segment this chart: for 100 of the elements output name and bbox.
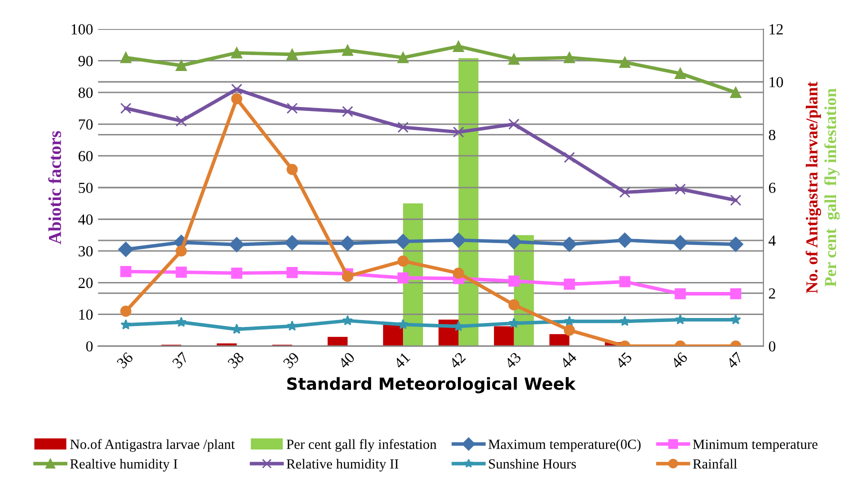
- point: [286, 164, 298, 176]
- point: [340, 236, 356, 251]
- bar: [494, 326, 514, 346]
- y2-tick-label: 4: [768, 236, 776, 246]
- point: [397, 52, 409, 64]
- point: [176, 316, 187, 327]
- point: [564, 278, 575, 290]
- y2-tick-label: 6: [768, 182, 776, 193]
- y-tick-label: 10: [79, 310, 93, 320]
- point: [453, 320, 464, 332]
- x-axis-title: Standard Meteorological Week: [287, 377, 576, 394]
- point: [342, 44, 354, 56]
- point: [564, 324, 575, 336]
- legend-label: Per cent gall fly infestation: [286, 439, 436, 452]
- point: [176, 60, 187, 72]
- point: [286, 102, 298, 114]
- point: [508, 299, 520, 310]
- x-tick-label: 39: [282, 352, 300, 369]
- x-tick-label: 46: [670, 352, 688, 370]
- point: [176, 115, 187, 127]
- legend-label: No.of Antigastra larvae /plant: [70, 439, 235, 452]
- point: [564, 52, 575, 64]
- x-tick-label: 38: [227, 352, 244, 369]
- point: [229, 237, 244, 252]
- text: No. of Antigastra larvae/plant: [806, 82, 822, 294]
- y-tick-label: 60: [78, 150, 93, 162]
- point: [730, 288, 742, 300]
- y-tick-label: 50: [78, 182, 93, 193]
- y-tick-label: 30: [78, 246, 93, 256]
- y-tick-label: 20: [78, 278, 93, 288]
- point: [120, 306, 132, 317]
- y-tick-label: 70: [78, 119, 93, 130]
- point: [118, 242, 134, 257]
- y-axis-title: Abiotic factors: [48, 131, 62, 244]
- x-tick-label: 45: [615, 352, 633, 370]
- point: [342, 106, 354, 118]
- point: [730, 314, 742, 324]
- point: [674, 288, 686, 300]
- point: [450, 232, 466, 248]
- y2-tick-label: 2: [768, 288, 776, 299]
- y2-tick-label: 10: [770, 77, 783, 88]
- point: [619, 56, 630, 68]
- point: [564, 152, 575, 163]
- point: [398, 318, 408, 330]
- x-tick-label: 41: [393, 352, 410, 370]
- point: [284, 235, 300, 250]
- point: [176, 266, 187, 278]
- point: [730, 194, 742, 206]
- bar: [549, 334, 570, 346]
- point: [619, 276, 630, 288]
- point: [452, 268, 464, 279]
- y-tick-label: 80: [78, 88, 93, 98]
- point: [452, 40, 464, 52]
- point: [562, 236, 577, 252]
- point: [286, 320, 298, 331]
- point: [674, 184, 686, 195]
- point: [120, 52, 132, 64]
- point: [231, 84, 242, 95]
- point: [508, 118, 520, 130]
- text: Per cent gall fly infestation: [824, 88, 840, 287]
- point: [730, 86, 742, 98]
- y-tick-label: 100: [72, 24, 93, 34]
- x-tick-label: 47: [726, 352, 744, 370]
- x-tick-label: 36: [116, 352, 134, 369]
- point: [508, 318, 520, 328]
- point: [342, 315, 353, 326]
- point: [397, 272, 409, 284]
- point: [620, 316, 630, 326]
- point: [231, 93, 242, 104]
- legend-label: Sunshine Hours: [488, 458, 576, 469]
- bar: [328, 336, 348, 346]
- point: [120, 319, 132, 330]
- point: [508, 276, 520, 287]
- x-tick-label: 37: [172, 352, 190, 369]
- point: [342, 270, 354, 282]
- point: [397, 256, 409, 267]
- point: [674, 314, 686, 324]
- legend-label: Relative humidity II: [286, 458, 398, 472]
- bar: [383, 324, 404, 346]
- point: [728, 236, 744, 252]
- point: [397, 122, 409, 133]
- point: [564, 316, 575, 326]
- point: [674, 68, 686, 79]
- point: [617, 232, 632, 248]
- point: [231, 47, 242, 58]
- y2-tick-label: 8: [768, 130, 776, 140]
- point: [286, 266, 298, 278]
- legend-label: Minimum temperature: [692, 440, 818, 452]
- legend-label: Maximum temperature(0C): [488, 439, 641, 452]
- y-tick-label: 0: [86, 341, 93, 352]
- x-tick-label: 44: [560, 351, 578, 370]
- point: [286, 48, 298, 60]
- point: [176, 245, 187, 257]
- legend-label: Rainfall: [692, 458, 738, 469]
- point: [508, 54, 520, 65]
- point: [395, 234, 411, 250]
- x-tick-label: 40: [338, 352, 356, 370]
- x-tick-label: 43: [504, 352, 522, 370]
- y-tick-label: 40: [78, 214, 93, 225]
- point: [619, 186, 630, 198]
